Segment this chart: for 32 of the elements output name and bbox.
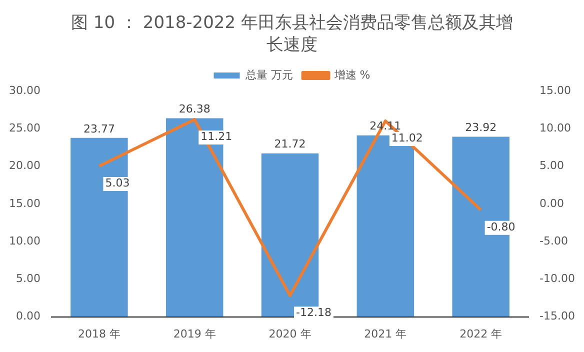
data-label: -12.18: [296, 306, 332, 319]
bar: [70, 138, 128, 317]
x-tick-label: 2018 年: [78, 327, 120, 340]
y2-tick-label: 15.00: [540, 84, 572, 97]
y-tick-label: 20.00: [8, 159, 40, 172]
y-tick-label: 30.00: [8, 84, 40, 97]
x-tick-label: 2019 年: [173, 327, 216, 340]
y2-tick-label: 10.00: [540, 121, 572, 134]
legend-label: 总量 万元: [244, 68, 293, 82]
x-tick-label: 2020 年: [268, 327, 312, 340]
y2-tick-label: 0.00: [540, 196, 564, 210]
y2-tick-label: 5.00: [540, 159, 564, 172]
data-label: 23.77: [83, 122, 115, 136]
data-label: 21.72: [274, 138, 306, 151]
y-tick-label: 10.00: [8, 234, 40, 248]
y-tick-label: 25.00: [8, 121, 40, 134]
data-label: -0.80: [486, 220, 516, 234]
data-label: 11.02: [391, 131, 423, 144]
data-label: 26.38: [178, 102, 210, 116]
legend-label: 增速 %: [333, 68, 370, 82]
y-tick-label: 15.00: [8, 196, 40, 210]
y2-tick-label: -5.00: [540, 234, 568, 248]
chart-title: 图 10 ： 2018-2022 年田东县社会消费品零售总额及其增长速度: [70, 12, 514, 57]
x-tick-label: 2021 年: [364, 327, 407, 340]
y-tick-label: 0.00: [16, 310, 40, 323]
data-label: 23.92: [465, 121, 497, 134]
data-label: 11.21: [200, 130, 232, 143]
x-tick-label: 2022 年: [460, 327, 502, 340]
data-label: 5.03: [105, 176, 130, 190]
y2-tick-label: -15.00: [540, 310, 576, 323]
y2-tick-label: -10.00: [540, 272, 576, 286]
y-tick-label: 5.00: [16, 272, 40, 286]
